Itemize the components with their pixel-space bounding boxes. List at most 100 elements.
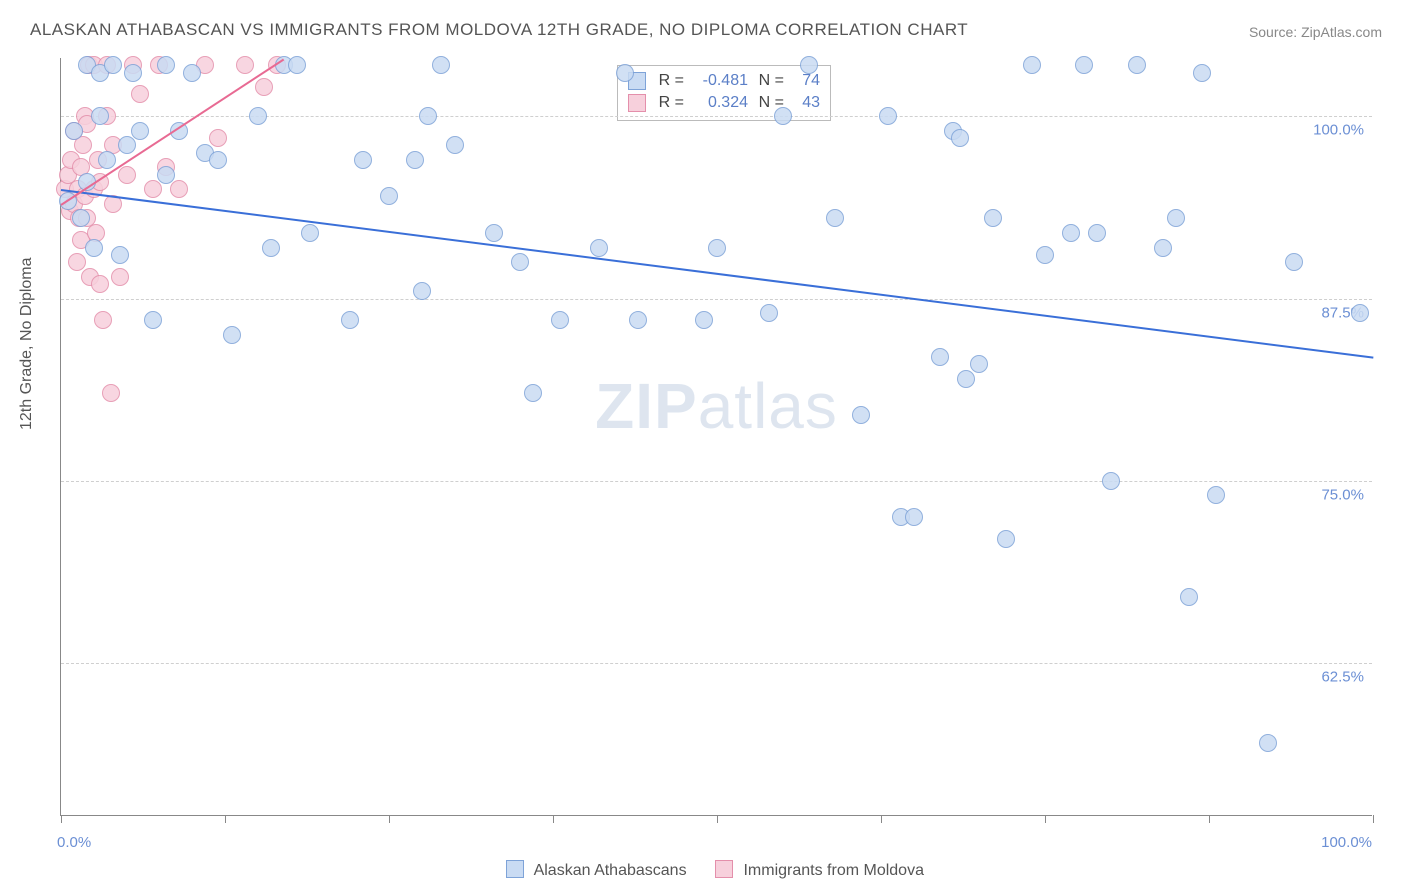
marker-athabascan [118,136,136,154]
marker-athabascan [380,187,398,205]
marker-athabascan [1062,224,1080,242]
marker-athabascan [419,107,437,125]
x-tick-label: 100.0% [1321,834,1372,851]
marker-athabascan [262,239,280,257]
legend-label: Immigrants from Moldova [743,862,924,879]
marker-athabascan [288,56,306,74]
marker-athabascan [183,64,201,82]
marker-athabascan [852,406,870,424]
y-tick-label: 75.0% [1321,486,1364,503]
marker-athabascan [85,239,103,257]
marker-athabascan [616,64,634,82]
stat-n-value: 43 [792,92,820,114]
watermark-light: atlas [698,370,838,442]
marker-athabascan [413,282,431,300]
x-tick [553,815,554,823]
marker-athabascan [708,239,726,257]
marker-athabascan [997,530,1015,548]
marker-moldova [94,311,112,329]
swatch-icon [628,94,646,112]
stat-r-label: R = [656,70,684,92]
marker-athabascan [984,209,1002,227]
marker-athabascan [432,56,450,74]
marker-athabascan [551,311,569,329]
marker-moldova [236,56,254,74]
swatch-icon [506,860,524,878]
marker-athabascan [131,122,149,140]
marker-athabascan [1285,253,1303,271]
marker-athabascan [301,224,319,242]
marker-athabascan [1207,486,1225,504]
x-tick [225,815,226,823]
marker-athabascan [249,107,267,125]
stats-row: R = -0.481 N = 74 [628,70,820,92]
marker-athabascan [1088,224,1106,242]
marker-moldova [131,85,149,103]
marker-athabascan [111,246,129,264]
x-tick-label: 0.0% [57,834,91,851]
marker-athabascan [485,224,503,242]
watermark: ZIPatlas [595,369,838,443]
marker-athabascan [826,209,844,227]
plot-area: ZIPatlas R = -0.481 N = 74 R = 0.324 N =… [60,58,1372,816]
gridline-h [61,299,1372,300]
marker-athabascan [774,107,792,125]
marker-athabascan [1180,588,1198,606]
marker-athabascan [629,311,647,329]
marker-athabascan [1154,239,1172,257]
marker-athabascan [511,253,529,271]
marker-athabascan [1193,64,1211,82]
x-tick [1045,815,1046,823]
marker-athabascan [1167,209,1185,227]
marker-athabascan [406,151,424,169]
marker-athabascan [931,348,949,366]
marker-moldova [209,129,227,147]
x-tick [61,815,62,823]
marker-athabascan [1075,56,1093,74]
marker-athabascan [223,326,241,344]
marker-moldova [68,253,86,271]
stat-n-label: N = [756,70,784,92]
x-tick [881,815,882,823]
marker-athabascan [951,129,969,147]
marker-moldova [255,78,273,96]
marker-athabascan [524,384,542,402]
marker-athabascan [209,151,227,169]
watermark-bold: ZIP [595,370,698,442]
marker-athabascan [1036,246,1054,264]
marker-moldova [91,275,109,293]
gridline-h [61,481,1372,482]
swatch-icon [715,860,733,878]
stat-r-value: 0.324 [692,92,748,114]
marker-athabascan [341,311,359,329]
marker-athabascan [144,311,162,329]
marker-athabascan [1023,56,1041,74]
marker-moldova [170,180,188,198]
marker-athabascan [354,151,372,169]
marker-moldova [118,166,136,184]
y-tick-label: 62.5% [1321,668,1364,685]
stats-row: R = 0.324 N = 43 [628,92,820,114]
marker-athabascan [957,370,975,388]
x-tick [1209,815,1210,823]
marker-moldova [144,180,162,198]
marker-athabascan [446,136,464,154]
marker-athabascan [104,56,122,74]
x-tick [717,815,718,823]
marker-athabascan [98,151,116,169]
marker-athabascan [695,311,713,329]
x-tick [389,815,390,823]
marker-athabascan [1351,304,1369,322]
source-label: Source: ZipAtlas.com [1249,24,1382,40]
marker-athabascan [157,166,175,184]
marker-athabascan [905,508,923,526]
marker-athabascan [760,304,778,322]
marker-athabascan [1259,734,1277,752]
marker-athabascan [1128,56,1146,74]
y-axis-title: 12th Grade, No Diploma [18,257,36,430]
x-tick [1373,815,1374,823]
bottom-legend: Alaskan Athabascans Immigrants from Mold… [0,860,1406,880]
marker-athabascan [124,64,142,82]
chart-title: ALASKAN ATHABASCAN VS IMMIGRANTS FROM MO… [30,20,968,40]
marker-athabascan [1102,472,1120,490]
